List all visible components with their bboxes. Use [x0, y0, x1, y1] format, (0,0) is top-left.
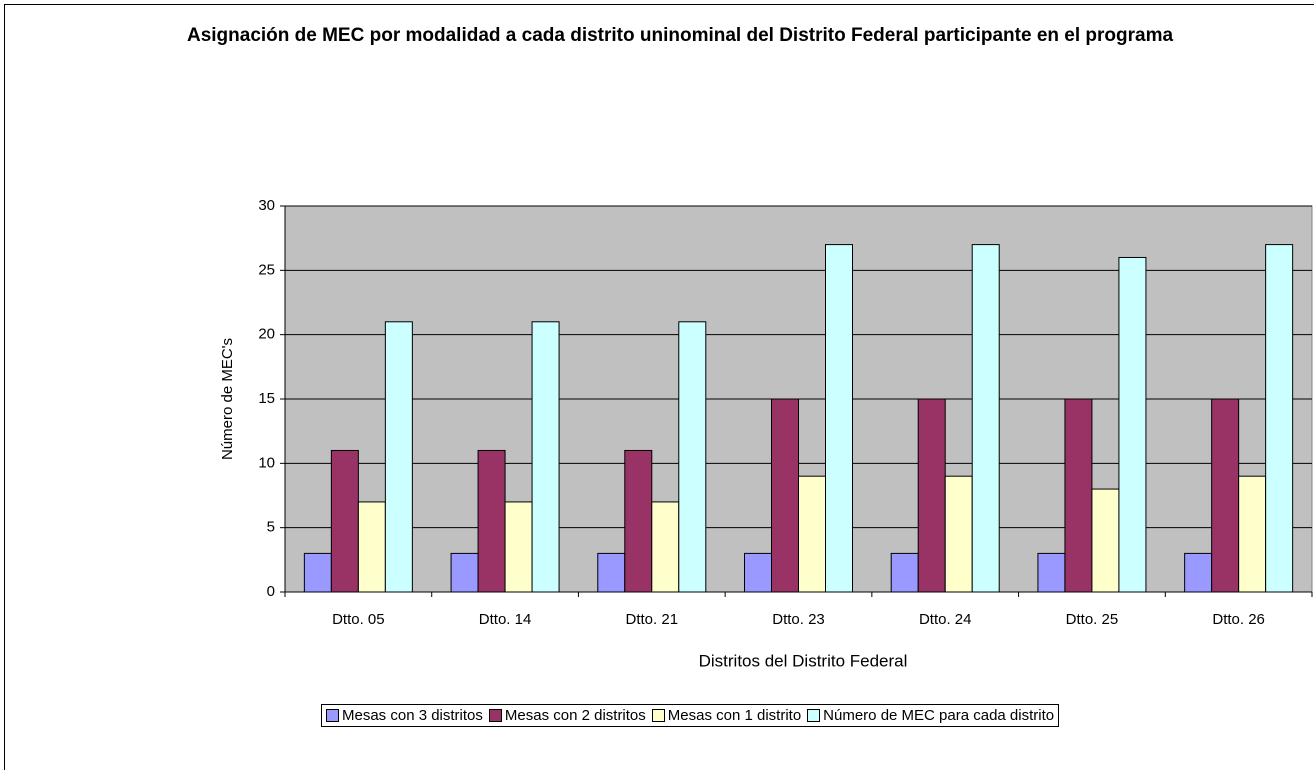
legend-swatch: [807, 709, 821, 722]
bar: [678, 321, 707, 593]
bar: [890, 552, 919, 593]
y-tick-label: 15: [258, 390, 275, 407]
y-tick-label: 0: [267, 583, 275, 600]
x-tick-label: Dtto. 26: [1212, 611, 1265, 628]
y-tick-label: 5: [267, 519, 275, 536]
bar: [1091, 488, 1120, 593]
bar: [798, 475, 826, 593]
bar: [1265, 244, 1294, 593]
bar: [1211, 398, 1240, 593]
y-tick-label: 20: [258, 326, 275, 343]
y-tick-label: 25: [258, 261, 275, 278]
legend-label: Mesas con 3 distritos: [342, 707, 483, 724]
bar: [357, 501, 386, 593]
bar: [651, 501, 680, 593]
legend-swatch: [488, 709, 502, 722]
bar: [624, 449, 653, 593]
bar: [825, 244, 853, 593]
y-axis-label: Número de MEC's: [219, 338, 236, 460]
bar: [917, 398, 946, 593]
bar: [944, 475, 973, 593]
legend-item: Mesas con 3 distritos: [326, 707, 483, 724]
bar: [303, 552, 332, 593]
x-tick-label: Dtto. 25: [1066, 611, 1119, 628]
legend-label: Número de MEC para cada distrito: [823, 707, 1055, 724]
legend: Mesas con 3 distritos Mesas con 2 distrit…: [321, 704, 1060, 727]
bar: [330, 449, 359, 593]
bar: [1184, 552, 1213, 593]
bar: [477, 449, 506, 593]
x-tick-label: Dtto. 24: [919, 611, 972, 628]
bar: [744, 552, 772, 593]
bar: [971, 244, 1000, 593]
legend-swatch: [651, 709, 665, 722]
legend-swatch: [326, 709, 339, 722]
chart-title: Asignación de MEC por modalidad a cada d…: [186, 25, 1174, 46]
x-tick-label: Dtto. 14: [479, 611, 532, 628]
bar: [597, 552, 626, 593]
legend-label: Mesas con 2 distritos: [504, 707, 646, 724]
x-tick-label: Dtto. 05: [332, 611, 385, 628]
legend-item: Mesas con 2 distritos: [488, 707, 646, 724]
bar: [1037, 552, 1066, 593]
bar: [1238, 475, 1267, 593]
bar: [384, 321, 413, 593]
bar: [531, 321, 560, 593]
legend-label: Mesas con 1 distrito: [667, 707, 802, 724]
x-axis-label: Distritos del Distrito Federal: [699, 651, 908, 670]
legend-item: Mesas con 1 distrito: [651, 707, 802, 724]
y-tick-label: 30: [258, 197, 275, 214]
bar: [1118, 256, 1147, 593]
chart-frame: [4, 4, 1314, 770]
bar: [771, 398, 799, 593]
legend-item: Número de MEC para cada distrito: [807, 707, 1054, 724]
bar: [504, 501, 533, 593]
bar: [450, 552, 479, 593]
y-tick-label: 10: [258, 454, 275, 471]
x-tick-label: Dtto. 23: [772, 611, 825, 628]
bar: [1064, 398, 1093, 593]
x-tick-label: Dtto. 21: [626, 611, 679, 628]
